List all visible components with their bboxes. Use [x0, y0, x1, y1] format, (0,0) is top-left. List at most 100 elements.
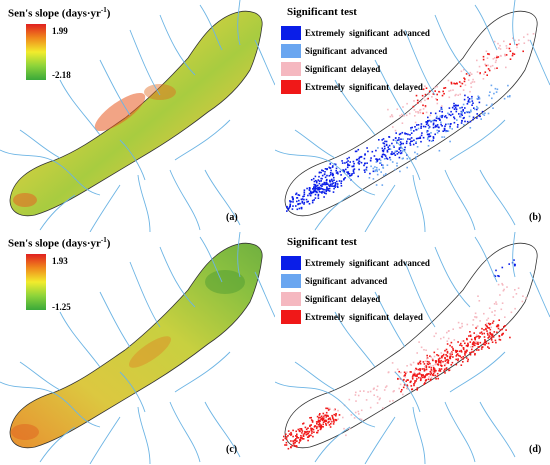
- significance-pixel: [440, 337, 442, 340]
- significance-pixel: [389, 400, 391, 403]
- significance-pixel: [382, 142, 385, 144]
- significance-pixel: [292, 201, 294, 203]
- significance-pixel: [471, 104, 473, 106]
- significance-pixel: [402, 142, 404, 145]
- significance-pixel: [415, 158, 417, 160]
- significance-pixel: [302, 195, 304, 198]
- significance-pixel: [383, 389, 386, 391]
- significance-pixel: [322, 412, 325, 415]
- significance-pixel: [442, 130, 444, 132]
- significance-pixel: [463, 77, 465, 79]
- significance-pixel: [494, 87, 497, 90]
- significance-pixel: [419, 362, 422, 365]
- significance-pixel: [284, 437, 287, 440]
- significance-pixel: [472, 343, 474, 345]
- significance-pixel: [329, 418, 332, 421]
- significance-pixel: [487, 317, 490, 320]
- significance-pixel: [376, 159, 379, 161]
- significance-pixel: [420, 378, 422, 381]
- significance-pixel: [348, 427, 351, 430]
- significance-pixel: [490, 336, 493, 339]
- significance-pixel: [352, 165, 355, 167]
- significance-pixel: [483, 336, 486, 338]
- significance-pixel: [413, 374, 415, 377]
- significance-pixel: [474, 337, 476, 339]
- significance-pixel: [309, 187, 311, 190]
- significance-pixel: [427, 120, 429, 123]
- significance-pixel: [384, 147, 386, 150]
- significance-pixel: [452, 349, 454, 351]
- significance-pixel: [476, 349, 478, 351]
- significance-pixel: [432, 372, 435, 375]
- significance-pixel: [464, 350, 466, 353]
- significance-pixel: [385, 157, 388, 159]
- significance-pixel: [431, 370, 433, 373]
- significance-pixel: [395, 132, 397, 134]
- significance-pixel: [450, 364, 453, 366]
- significance-pixel: [355, 400, 357, 402]
- significance-pixel: [296, 437, 298, 439]
- significance-pixel: [401, 150, 404, 152]
- significance-pixel: [461, 120, 463, 122]
- significance-pixel: [451, 351, 453, 353]
- significance-pixel: [505, 45, 508, 47]
- significance-pixel: [363, 157, 366, 160]
- significance-pixel: [499, 44, 501, 47]
- significance-pixel: [376, 173, 379, 176]
- significance-pixel: [509, 95, 511, 97]
- significance-pixel: [479, 320, 481, 322]
- significance-pixel: [306, 430, 309, 433]
- significance-pixel: [382, 153, 385, 156]
- river-line: [404, 261, 436, 328]
- significance-pixel: [282, 439, 284, 441]
- significance-pixel: [474, 336, 477, 339]
- significance-pixel: [319, 416, 321, 419]
- significance-pixel: [492, 107, 494, 109]
- significance-pixel: [430, 372, 432, 374]
- significance-pixel: [470, 109, 472, 111]
- significance-pixel: [304, 431, 307, 434]
- significance-pixel: [391, 161, 394, 163]
- significance-pixel: [471, 348, 473, 351]
- river-line: [334, 311, 376, 368]
- significance-pixel: [334, 182, 336, 184]
- significance-pixel: [409, 134, 411, 136]
- significance-pixel: [521, 300, 524, 303]
- significance-pixel: [487, 322, 490, 325]
- significance-pixel: [389, 156, 391, 159]
- significance-pixel: [350, 174, 353, 176]
- significance-pixel: [310, 434, 312, 437]
- significance-pixel: [314, 189, 317, 191]
- significance-pixel: [301, 438, 304, 440]
- significance-pixel: [493, 314, 496, 316]
- significance-pixel: [319, 420, 321, 422]
- significance-pixel: [414, 121, 417, 124]
- significance-pixel: [474, 353, 476, 356]
- river-line: [19, 361, 61, 391]
- significance-pixel: [332, 417, 334, 420]
- significance-pixel: [436, 354, 438, 356]
- significance-pixel: [497, 325, 500, 327]
- significance-pixel: [483, 312, 485, 315]
- significance-pixel: [409, 144, 412, 146]
- significance-pixel: [386, 149, 389, 152]
- significance-pixel: [306, 201, 308, 203]
- significance-pixel: [397, 378, 399, 380]
- significance-pixel: [475, 334, 478, 336]
- significance-pixel: [463, 116, 465, 119]
- significance-pixel: [468, 115, 471, 118]
- significance-pixel: [317, 429, 319, 432]
- significance-pixel: [329, 172, 332, 174]
- significance-pixel: [328, 424, 331, 426]
- significance-pixel: [446, 358, 449, 361]
- significance-pixel: [301, 202, 304, 204]
- significance-pixel: [380, 162, 382, 164]
- legend-item-d-0: Extremely significant advanced: [281, 254, 430, 272]
- significance-pixel: [424, 360, 427, 362]
- significance-pixel: [399, 383, 402, 386]
- significance-pixel: [311, 191, 314, 194]
- river-line: [434, 14, 471, 76]
- significance-pixel: [466, 120, 469, 123]
- significance-pixel: [455, 82, 458, 84]
- significance-pixel: [439, 361, 441, 363]
